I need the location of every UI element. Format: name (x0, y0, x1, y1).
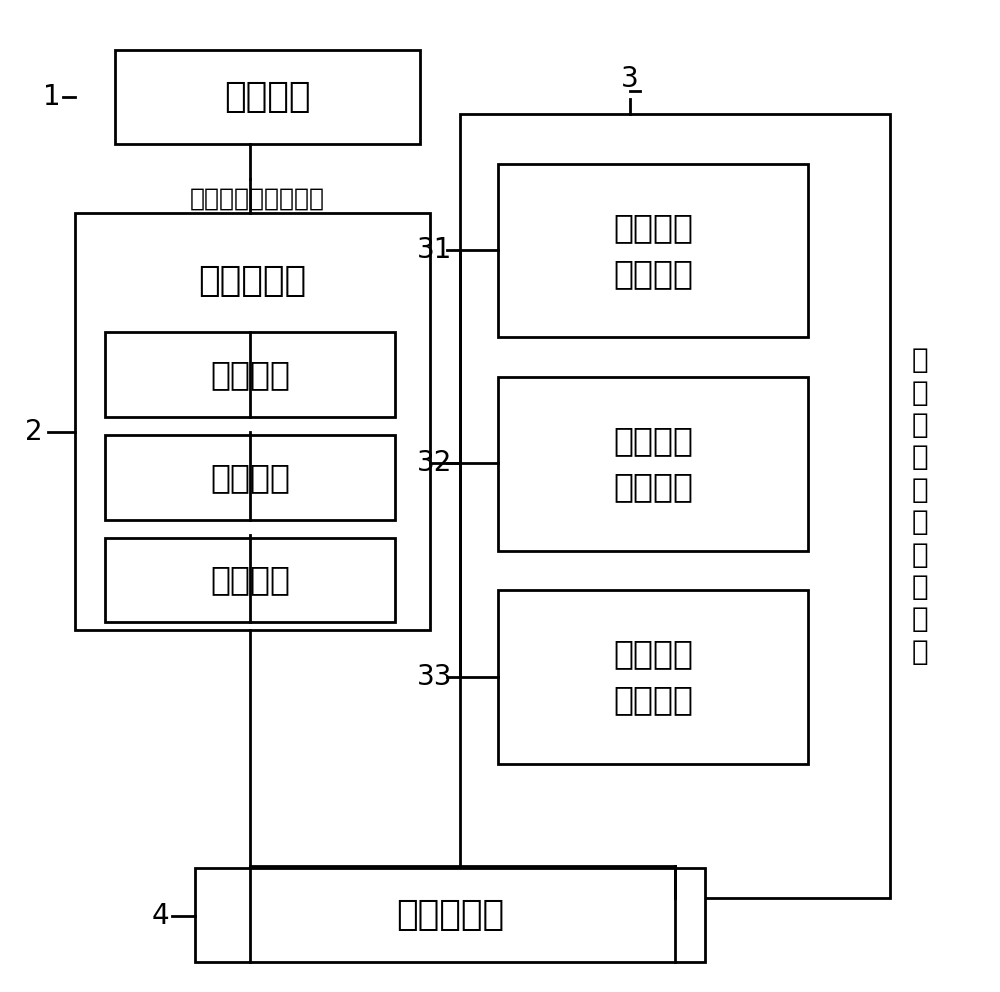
Bar (105, 332, 395, 417)
Text: 31: 31 (417, 236, 453, 264)
Bar (498, 164, 808, 337)
Text: 4: 4 (151, 902, 169, 930)
Bar (105, 538, 395, 622)
Text: 心肌形变
表征部件: 心肌形变 表征部件 (613, 638, 693, 716)
Text: 采集设备: 采集设备 (224, 79, 311, 114)
Text: 3: 3 (621, 65, 639, 93)
Text: 心
肌
运
动
形
态
计
算
单
元: 心 肌 运 动 形 态 计 算 单 元 (912, 346, 928, 666)
Text: 1: 1 (43, 83, 61, 111)
Bar (105, 435, 395, 520)
Text: 心肌形状
表征部件: 心肌形状 表征部件 (613, 211, 693, 290)
Text: 33: 33 (417, 663, 453, 690)
Text: 二维超声心动图序列: 二维超声心动图序列 (190, 186, 325, 210)
Bar (498, 377, 808, 551)
Bar (498, 590, 808, 764)
Text: 方向计算: 方向计算 (210, 563, 290, 596)
Bar (75, 213, 430, 630)
Bar (115, 50, 420, 144)
Text: 心肌运动
表征部件: 心肌运动 表征部件 (613, 425, 693, 503)
Text: 2: 2 (25, 418, 43, 445)
Bar (460, 114, 890, 898)
Text: 32: 32 (417, 449, 453, 477)
Bar (195, 868, 705, 962)
Text: 可视化单元: 可视化单元 (396, 898, 504, 932)
Text: 漂移校正: 漂移校正 (210, 358, 290, 391)
Text: 散点追踪: 散点追踪 (210, 461, 290, 494)
Text: 预处理单元: 预处理单元 (198, 264, 307, 298)
